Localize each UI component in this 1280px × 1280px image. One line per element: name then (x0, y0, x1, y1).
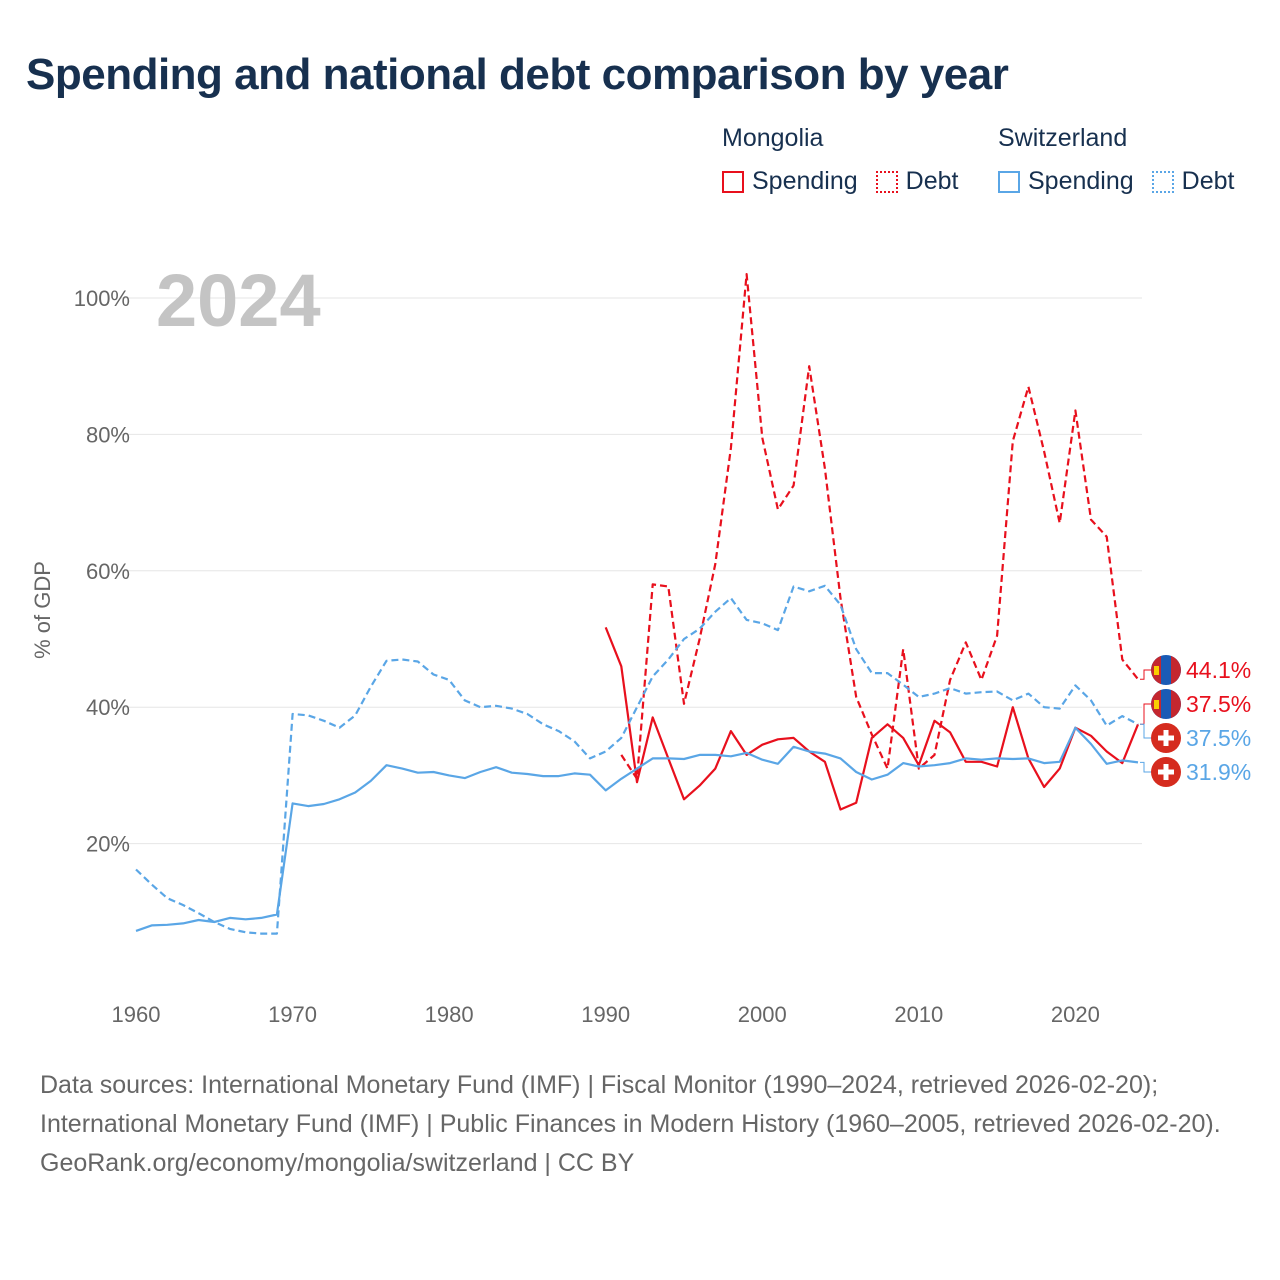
legend-item-switzerland-debt[interactable]: Debt (1151, 167, 1235, 196)
end-value-label: 31.9% (1186, 759, 1251, 785)
label-connector (1140, 761, 1152, 773)
legend-swatch-dotted (1151, 170, 1174, 193)
series-line-mongolia-debt (620, 273, 1139, 780)
legend-item-mongolia-spending[interactable]: Spending (722, 167, 858, 196)
flag-cross (1158, 769, 1174, 775)
x-tick-label: 2010 (894, 1002, 943, 1027)
x-tick-label: 1980 (425, 1002, 474, 1027)
legend-label: Spending (1028, 167, 1134, 195)
end-value-label: 44.1% (1186, 657, 1251, 683)
legend-swatch-solid (722, 170, 744, 193)
legend-switzerland: Switzerland Spending Debt (998, 124, 1234, 196)
legend-label: Debt (1181, 167, 1235, 195)
end-value-label: 37.5% (1186, 691, 1251, 717)
end-value-label: 37.5% (1186, 725, 1251, 751)
flag-band (1171, 689, 1181, 719)
series-line-switzerland-spending (135, 726, 1139, 932)
legend-group-name: Mongolia (722, 124, 824, 152)
flag-emblem (1154, 700, 1159, 709)
footer: Data sources: International Monetary Fun… (40, 1066, 1240, 1183)
flag-emblem (1154, 666, 1159, 675)
y-tick-label: 60% (86, 559, 130, 584)
label-connector (1140, 669, 1152, 680)
x-tick-label: 1970 (268, 1002, 317, 1027)
data-sources: Data sources: International Monetary Fun… (40, 1071, 1221, 1138)
x-tick-label: 1960 (112, 1002, 161, 1027)
legend-mongolia: Mongolia Spending Debt (722, 124, 976, 196)
y-axis-label: % of GDP (30, 561, 55, 659)
legend-label: Spending (752, 167, 858, 195)
y-tick-label: 80% (86, 422, 130, 447)
credit-link[interactable]: GeoRank.org/economy/mongolia/switzerland… (40, 1149, 635, 1177)
legend-group-name: Switzerland (998, 124, 1128, 152)
y-tick-label: 20% (86, 832, 130, 857)
x-tick-label: 2020 (1051, 1002, 1100, 1027)
flag-cross (1158, 735, 1174, 741)
chart-title: Spending and national debt comparison by… (26, 50, 1009, 99)
legend-item-switzerland-spending[interactable]: Spending (998, 167, 1134, 196)
legend-swatch-solid (998, 170, 1020, 193)
x-tick-label: 2000 (738, 1002, 787, 1027)
legend-label: Debt (905, 167, 959, 195)
legend-swatch-dotted (875, 170, 898, 193)
y-tick-label: 100% (74, 286, 130, 311)
line-chart: 20% 40% 60% 80% 100% 1960 1970 1980 1990 2000 2010… (30, 259, 1251, 1027)
series-line-mongolia-spending (604, 626, 1140, 811)
y-tick-label: 40% (86, 695, 130, 720)
year-watermark: 2024 (156, 259, 321, 342)
series-line-switzerland-debt (135, 584, 1139, 935)
flag-band (1171, 655, 1181, 685)
x-tick-label: 1990 (581, 1002, 630, 1027)
label-connector (1140, 723, 1152, 739)
legend-item-mongolia-debt[interactable]: Debt (875, 167, 959, 196)
